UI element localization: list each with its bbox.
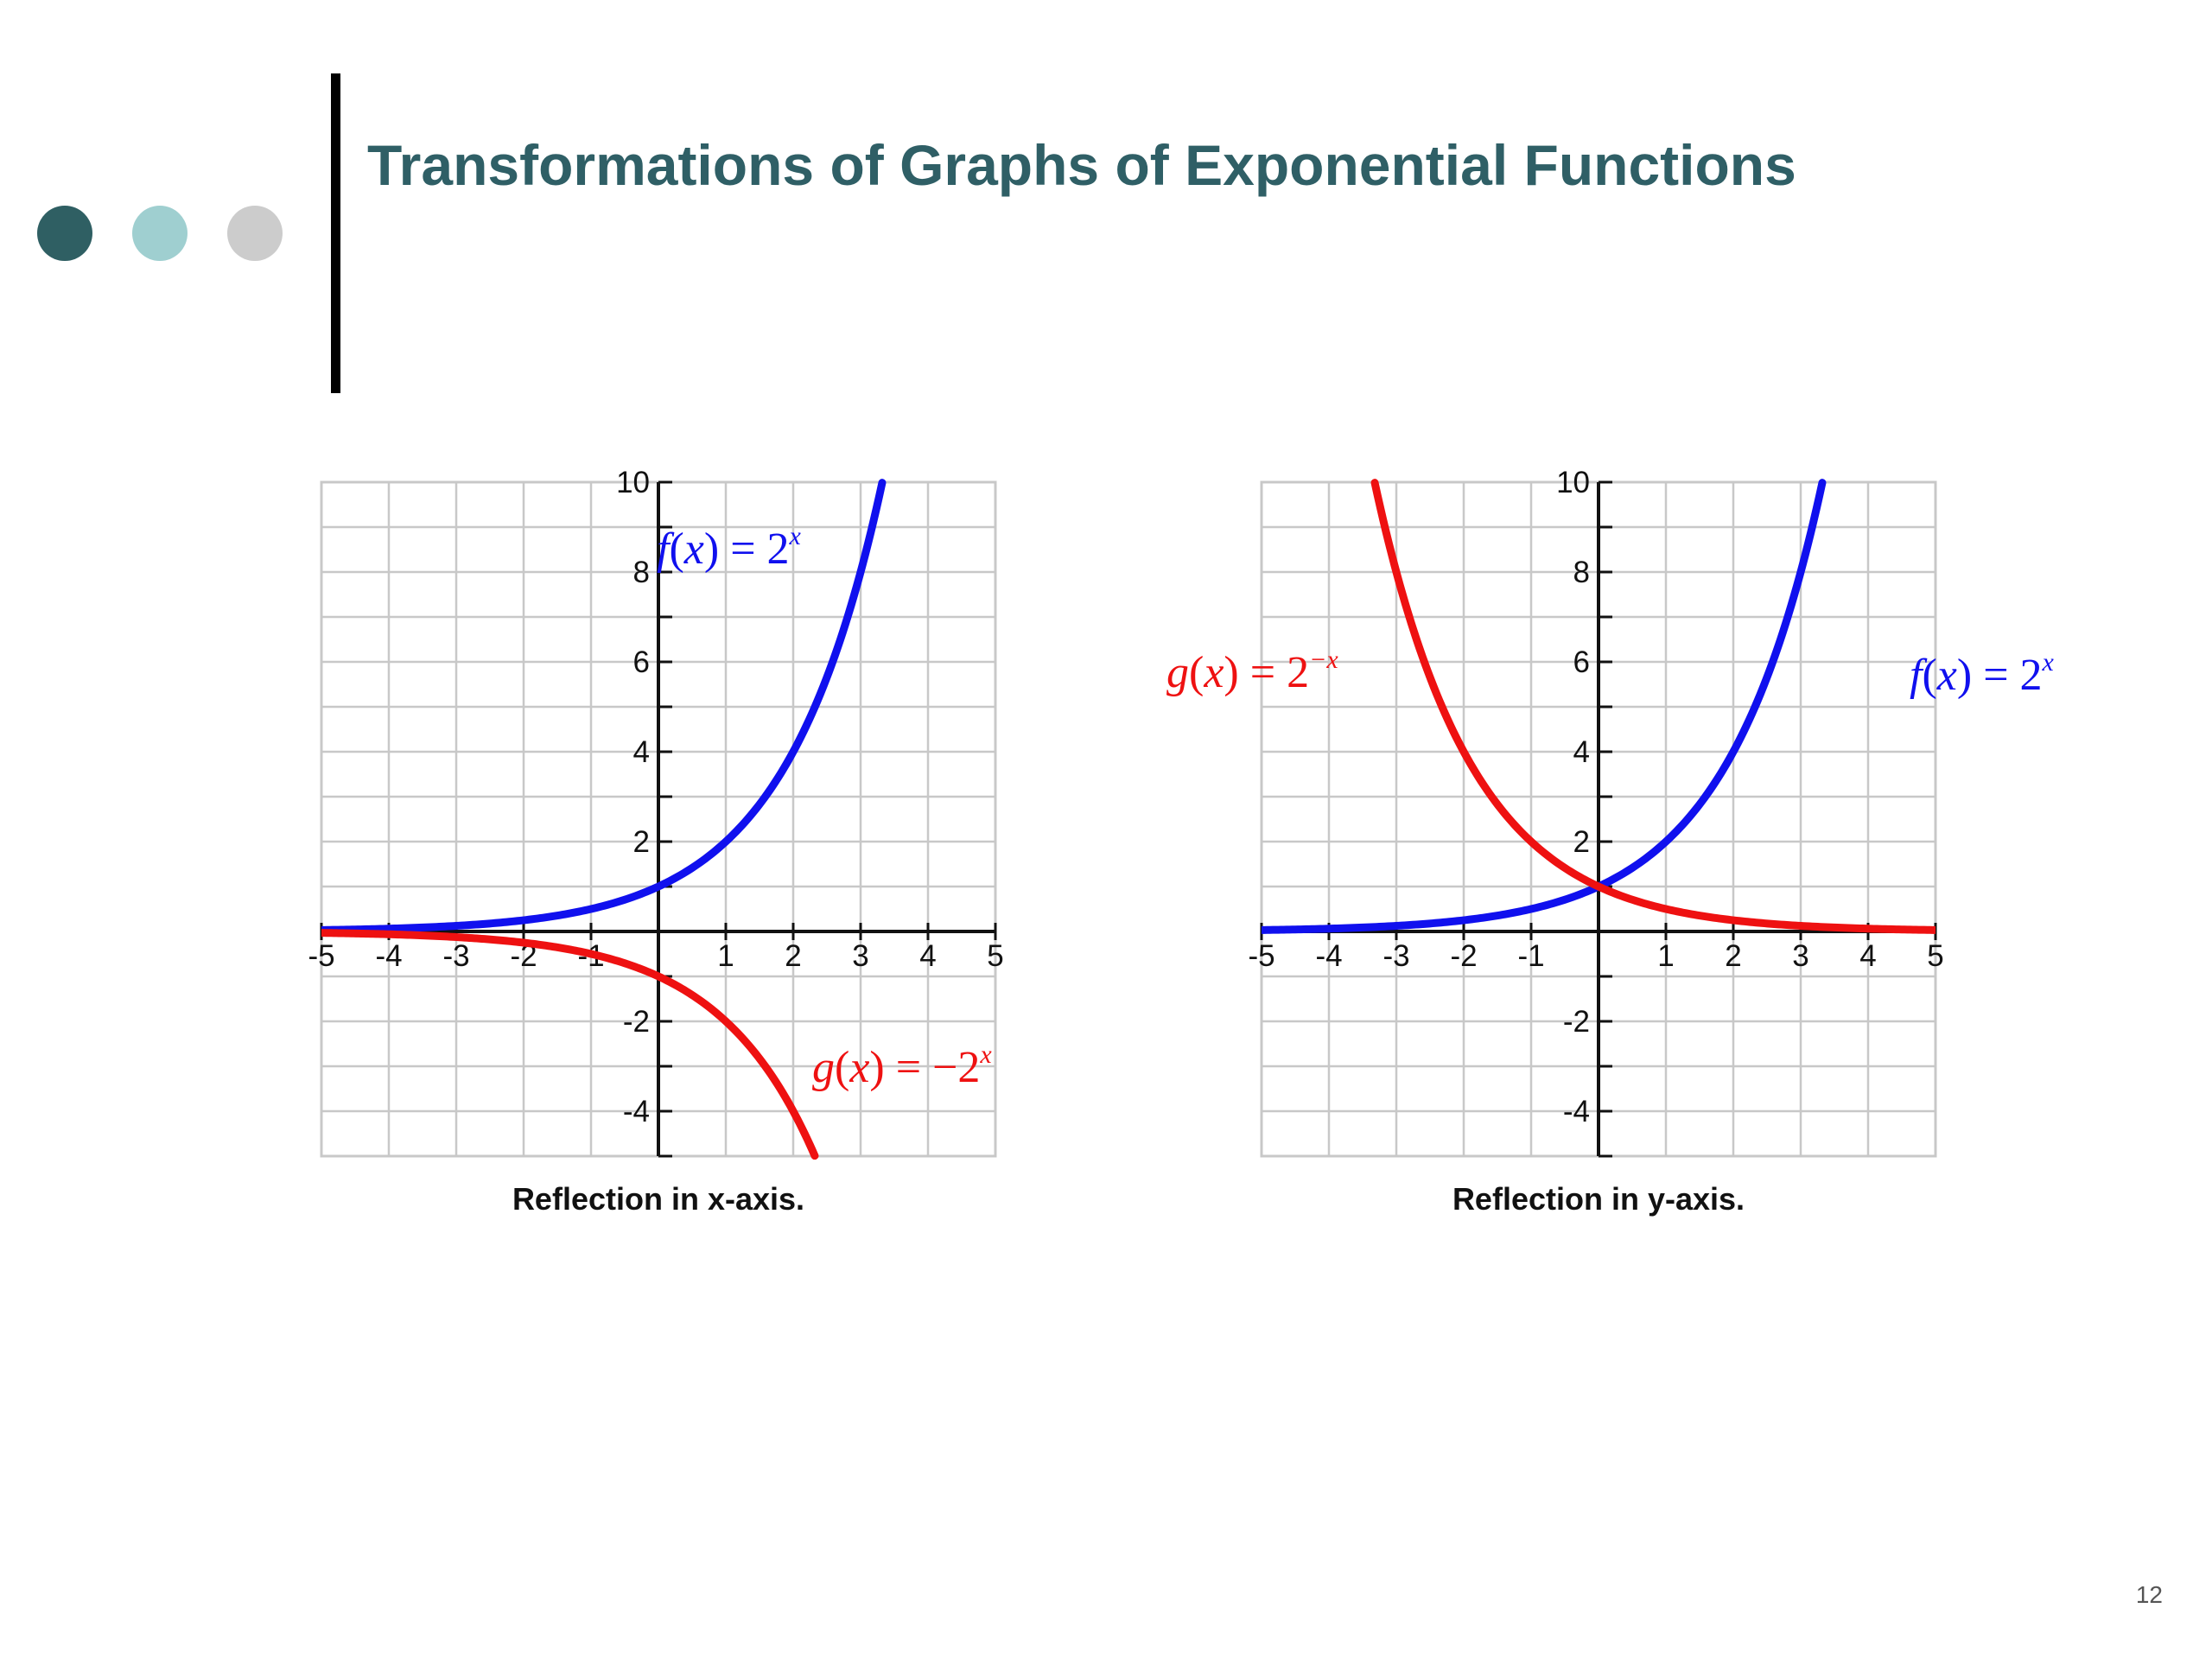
series-line-1 (1370, 479, 1936, 934)
chart-caption: Reflection in x-axis. (512, 1181, 804, 1217)
x-tick-label: 3 (852, 939, 868, 973)
x-tick-label: -2 (1450, 939, 1477, 973)
y-tick-label: 2 (1573, 825, 1590, 859)
bullet-dot-gray (227, 206, 283, 261)
y-tick-label: -4 (1563, 1095, 1590, 1128)
x-tick-label: 5 (987, 939, 1003, 973)
chart-reflection-y-axis: -5 -4 -3 -2 -1 1 2 3 4 5 10 8 6 4 2 -2 -4 f(x) = 2x g(x) =… (1166, 466, 2055, 1217)
x-tick-label: 1 (1657, 939, 1674, 973)
bullet-dot-teal (132, 206, 188, 261)
bullet-dot-dark (37, 206, 92, 261)
x-tick-label: -4 (1315, 939, 1342, 973)
y-tick-label: 6 (1573, 645, 1590, 679)
title-divider (331, 73, 340, 393)
series-label-1: g(x) = 2−x (1166, 645, 1338, 697)
slide-number: 12 (2135, 1581, 2163, 1608)
y-tick-label: 2 (633, 825, 650, 859)
x-tick-label: -5 (308, 939, 334, 973)
y-tick-label: 6 (633, 645, 650, 679)
y-tick-label: 8 (633, 556, 650, 589)
y-tick-label: -2 (623, 1005, 650, 1039)
y-tick-label: 8 (1573, 556, 1590, 589)
x-tick-label: -1 (1517, 939, 1544, 973)
series-line-0 (1262, 479, 1827, 934)
series-label-0: f(x) = 2x (657, 522, 802, 574)
y-tick-label: 10 (1556, 466, 1590, 499)
x-tick-label: -5 (1248, 939, 1274, 973)
chart-caption: Reflection in y-axis. (1452, 1181, 1745, 1217)
y-tick-label: 10 (616, 466, 650, 499)
x-tick-label: 1 (717, 939, 734, 973)
series-line-0 (321, 479, 887, 934)
x-tick-label: 4 (1859, 939, 1876, 973)
slide-title: Transformations of Graphs of Exponential… (367, 133, 1796, 197)
x-tick-label: -3 (442, 939, 469, 973)
x-tick-label: -3 (1382, 939, 1409, 973)
x-tick-label: 2 (1725, 939, 1741, 973)
y-tick-label: -2 (1563, 1005, 1590, 1039)
y-tick-label: -4 (623, 1095, 650, 1128)
series-line-1 (321, 929, 819, 1160)
y-tick-label: 4 (633, 735, 650, 769)
x-tick-label: -4 (375, 939, 402, 973)
x-tick-label: 2 (785, 939, 801, 973)
series-label-1: g(x) = −2x (812, 1040, 992, 1092)
x-tick-label: 5 (1927, 939, 1943, 973)
x-tick-label: 4 (919, 939, 936, 973)
series-label-0: f(x) = 2x (1910, 648, 2055, 700)
x-tick-label: 3 (1792, 939, 1808, 973)
y-tick-label: 4 (1573, 735, 1590, 769)
